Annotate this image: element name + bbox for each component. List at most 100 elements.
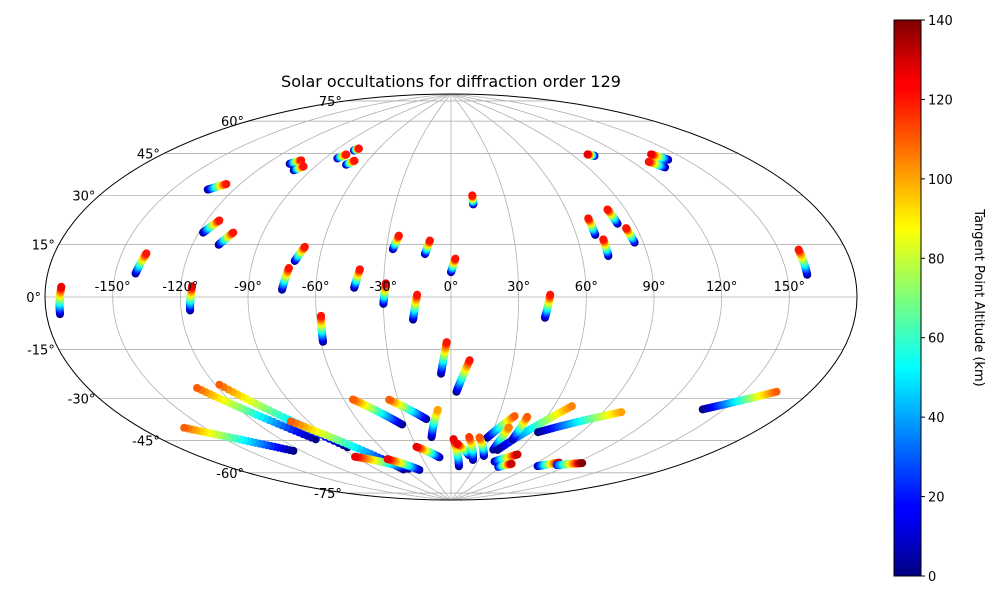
occultation-track xyxy=(647,150,673,164)
occultation-track xyxy=(427,405,442,442)
occultation-track xyxy=(388,231,403,254)
latitude-tick-label: 60° xyxy=(221,115,244,130)
occultation-track xyxy=(409,290,422,324)
occultation-track xyxy=(350,265,364,292)
colorbar-tick-label: 100 xyxy=(928,173,953,188)
occultation-track xyxy=(508,412,532,444)
occultation-track xyxy=(534,408,626,437)
track-point xyxy=(394,231,403,240)
track-point xyxy=(354,144,363,153)
occultation-track xyxy=(193,383,320,444)
latitude-tick-label: 75° xyxy=(319,95,342,110)
occultation-track xyxy=(468,191,478,209)
track-point xyxy=(510,412,519,421)
track-point xyxy=(57,282,66,291)
track-point xyxy=(468,191,477,200)
colorbar-tick-label: 20 xyxy=(928,491,945,506)
colorbar-tick-label: 140 xyxy=(928,14,953,29)
track-point xyxy=(425,236,434,245)
occultation-track xyxy=(333,150,351,163)
track-point xyxy=(442,338,451,347)
track-point xyxy=(451,254,460,263)
track-point xyxy=(142,249,151,258)
occultation-track xyxy=(385,395,431,424)
occultation-track xyxy=(278,264,293,294)
latitude-tick-label: -75° xyxy=(314,487,342,502)
occultation-track xyxy=(203,180,231,194)
occultation-track xyxy=(698,387,781,414)
longitude-tick-label: 0° xyxy=(444,280,459,295)
latitude-tick-label: 45° xyxy=(137,147,160,162)
occultation-track xyxy=(379,279,390,308)
latitude-tick-label: -30° xyxy=(68,393,96,408)
track-point xyxy=(794,245,803,254)
occultation-track xyxy=(55,282,66,319)
occultation-track xyxy=(794,245,812,279)
occultation-track xyxy=(214,228,238,249)
track-point xyxy=(433,405,442,414)
colorbar-gradient xyxy=(893,19,922,577)
occultation-track xyxy=(290,242,309,265)
track-point xyxy=(317,311,326,320)
track-point xyxy=(287,417,295,426)
track-point xyxy=(584,214,593,223)
track-point xyxy=(583,150,592,159)
track-point xyxy=(507,459,516,468)
track-point xyxy=(355,265,364,274)
track-point xyxy=(383,455,392,464)
track-point xyxy=(622,224,631,233)
occultation-track xyxy=(465,433,478,464)
track-point xyxy=(567,402,576,411)
occultation-track xyxy=(644,157,670,172)
track-point xyxy=(385,395,394,404)
track-point xyxy=(617,408,626,417)
track-point xyxy=(350,156,359,165)
longitude-tick-label: 120° xyxy=(706,280,737,295)
occultation-track xyxy=(603,205,622,228)
colorbar-tick-label: 40 xyxy=(928,411,945,426)
colorbar-tick-label: 80 xyxy=(928,252,945,267)
occultation-track xyxy=(540,290,555,322)
map-boundary xyxy=(44,93,858,501)
track-point xyxy=(188,282,197,291)
colorbar: 0 20 40 60 80 100 120 140 Tangent Point Altitud… xyxy=(893,14,986,585)
track-point xyxy=(465,356,474,365)
track-point xyxy=(297,156,306,165)
track-point xyxy=(578,459,587,468)
occultation-track xyxy=(289,162,308,175)
latitude-tick-label: -45° xyxy=(132,435,160,450)
track-point xyxy=(647,150,656,159)
longitude-tick-label: 150° xyxy=(774,280,805,295)
occultation-track xyxy=(584,214,600,239)
occultation-track xyxy=(483,412,519,442)
track-point xyxy=(644,157,653,166)
track-point xyxy=(229,228,238,237)
longitude-tick-label: -150° xyxy=(95,280,131,295)
colorbar-tick-label: 0 xyxy=(928,570,936,585)
occultation-track xyxy=(349,395,407,429)
track-point xyxy=(351,452,360,461)
track-point xyxy=(412,442,421,451)
occultation-track xyxy=(490,450,522,466)
colorbar-tick-label: 120 xyxy=(928,93,953,108)
occultation-tracks xyxy=(55,144,812,474)
track-point xyxy=(523,412,532,421)
longitude-tick-label: 30° xyxy=(507,280,530,295)
track-point xyxy=(772,387,781,396)
occultation-track xyxy=(599,235,613,261)
track-point xyxy=(475,433,484,442)
track-point xyxy=(193,383,202,392)
track-point xyxy=(222,180,231,188)
longitude-tick-label: -60° xyxy=(302,280,330,295)
longitude-tick-label: -90° xyxy=(234,280,262,295)
track-point xyxy=(546,290,555,299)
track-point xyxy=(599,235,608,244)
track-point xyxy=(504,423,513,432)
occultation-track xyxy=(493,402,576,454)
occultation-track xyxy=(437,338,451,378)
occultation-track xyxy=(285,156,306,168)
occultation-track xyxy=(447,254,460,277)
occultation-track xyxy=(131,249,151,278)
track-point xyxy=(603,205,612,214)
occultation-track xyxy=(186,282,197,315)
